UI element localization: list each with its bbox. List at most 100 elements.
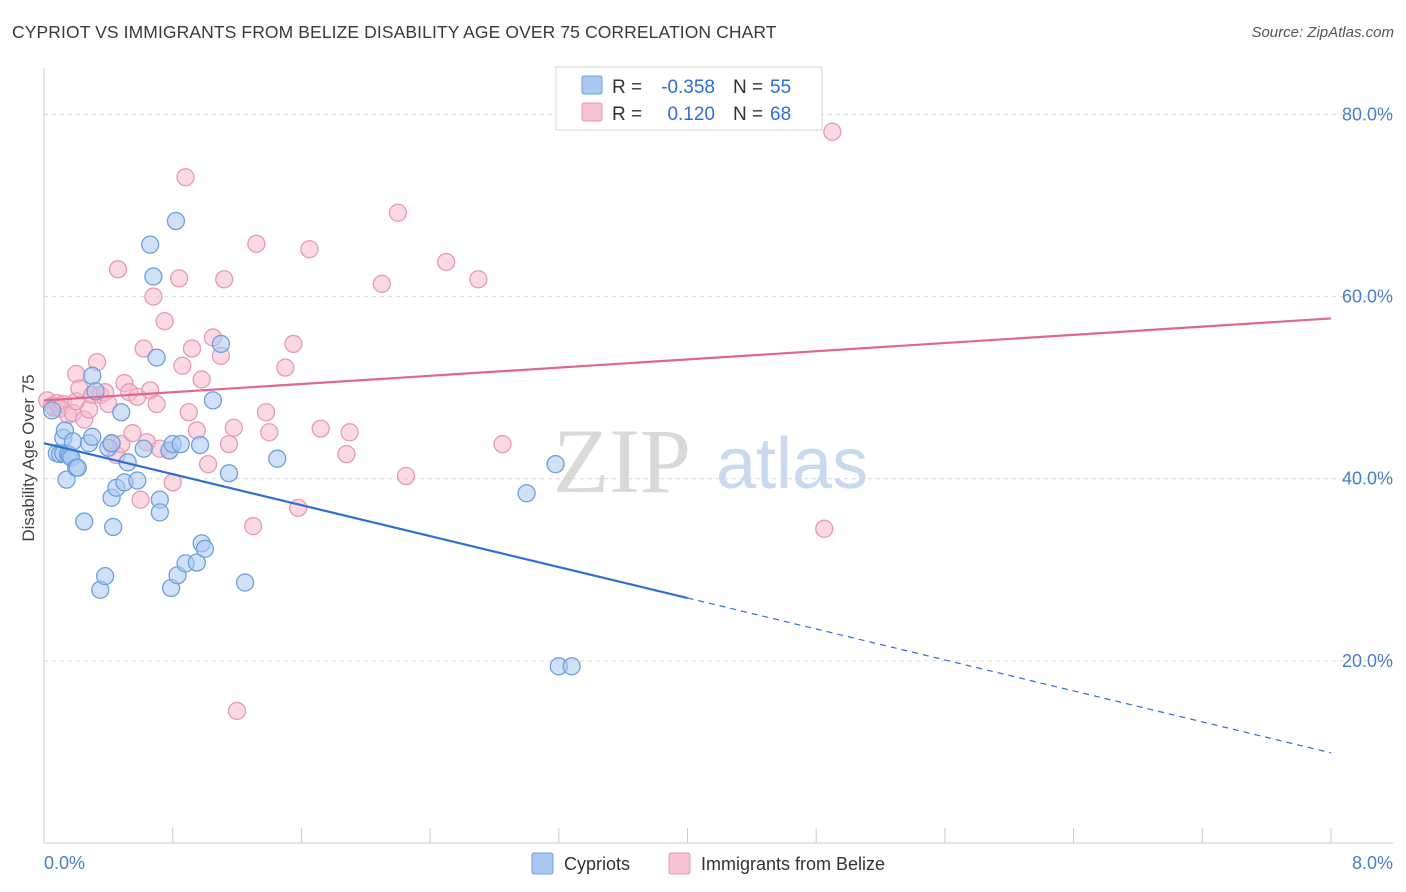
belize-point-43 (198, 454, 218, 474)
belize-point-65 (469, 270, 488, 289)
cypriots-point-33 (150, 503, 169, 522)
cypriots-point-37 (166, 211, 186, 231)
belize-point-53 (260, 423, 279, 442)
legend-r-value-1: -0.358 (661, 77, 715, 98)
bottom-legend-label-belize: Immigrants from Belize (701, 854, 885, 874)
belize-point-37 (173, 356, 192, 375)
cypriots-point-42 (190, 435, 210, 455)
cypriots-point-44 (195, 539, 215, 558)
legend-r-value-2: 0.120 (667, 104, 715, 125)
cypriots-point-24 (112, 403, 131, 422)
legend-swatch-cypriots (581, 75, 603, 95)
belize-point-62 (388, 203, 408, 222)
cypriots-trend-line (43, 442, 688, 600)
belize-point-60 (340, 423, 359, 442)
cypriots-point-46 (211, 334, 231, 354)
chart-title: CYPRIOT VS IMMIGRANTS FROM BELIZE DISABI… (12, 22, 777, 42)
x-tick-label-1: 8.0% (1352, 853, 1393, 873)
belize-point-50 (247, 234, 266, 253)
belize-point-24 (123, 424, 142, 443)
bottom-legend-swatch-cypriots (531, 852, 554, 875)
legend-n-label-2: N = (733, 104, 763, 125)
belize-point-39 (179, 403, 198, 422)
cypriots-point-27 (128, 471, 147, 490)
belize-point-27 (134, 339, 153, 358)
y-tick-label-2: 60.0% (1342, 287, 1393, 307)
cypriots-point-0 (42, 401, 62, 420)
y-tick-label-1: 40.0% (1342, 469, 1393, 489)
bottom-legend-label-cypriots: Cypriots (564, 854, 630, 874)
legend-n-label-1: N = (733, 77, 763, 98)
cypriots-point-30 (144, 267, 163, 286)
legend-swatch-belize (581, 102, 603, 122)
belize-point-33 (155, 312, 174, 331)
cypriots-point-41 (187, 553, 206, 572)
cypriots-point-16 (83, 366, 102, 385)
y-axis-label: Disability Age Over 75 (19, 374, 38, 541)
cypriots-point-22 (104, 517, 123, 537)
cypriots-point-15 (83, 427, 102, 446)
cypriots-point-28 (134, 439, 153, 458)
cypriots-point-53 (562, 657, 581, 676)
y-tick-label-0: 20.0% (1342, 651, 1393, 671)
cypriots-point-19 (95, 567, 115, 586)
legend-n-value-1: 55 (770, 77, 791, 98)
belize-point-26 (131, 490, 150, 509)
belize-point-52 (256, 403, 276, 422)
cypriots-point-50 (517, 484, 536, 503)
legend-r-label-1: R = (612, 77, 642, 98)
belize-point-36 (169, 269, 189, 288)
watermark-atlas: atlas (716, 424, 868, 504)
bottom-legend-swatch-belize (668, 852, 691, 875)
belize-point-30 (144, 287, 163, 306)
belize-point-66 (493, 434, 512, 454)
cypriots-point-31 (147, 348, 166, 367)
cypriots-point-10 (63, 432, 83, 451)
belize-point-63 (396, 466, 416, 486)
legend: R = -0.358 N = 55 R = 0.120 N = 68 (555, 66, 823, 131)
cypriots-point-29 (141, 235, 160, 254)
belize-point-48 (224, 418, 243, 437)
cypriots-point-49 (268, 449, 287, 468)
cypriots-point-47 (219, 464, 239, 483)
belize-point-58 (311, 419, 330, 438)
x-tick-label-0: 0.0% (44, 853, 85, 873)
belize-point-49 (227, 701, 247, 721)
watermark-zip: ZIP (553, 410, 691, 512)
belize-point-61 (372, 274, 391, 293)
cypriots-point-51 (546, 454, 565, 474)
belize-point-67 (815, 519, 834, 538)
belize-point-20 (108, 260, 128, 279)
cypriots-point-48 (235, 573, 255, 592)
legend-n-value-2: 68 (770, 104, 791, 125)
cypriots-point-39 (171, 434, 190, 454)
cypriots-point-6 (57, 470, 76, 489)
cypriots-point-45 (203, 391, 223, 410)
belize-point-55 (284, 334, 303, 354)
cypriots-point-54 (102, 434, 121, 453)
cypriots-point-17 (86, 382, 105, 401)
belize-point-64 (437, 252, 456, 272)
legend-r-label-2: R = (612, 104, 642, 125)
cypriots-point-13 (75, 512, 94, 531)
belize-point-40 (182, 339, 202, 358)
belize-point-42 (192, 370, 211, 389)
y-tick-label-3: 80.0% (1342, 104, 1393, 124)
axes (43, 68, 1393, 844)
x-tick-labels: 0.0% 8.0% (44, 853, 1393, 873)
cypriots-trend-line-projection (687, 597, 1332, 754)
cypriots-point-12 (68, 458, 87, 477)
belize-point-47 (219, 434, 239, 454)
belize-point-59 (337, 444, 356, 464)
belize-point-46 (215, 270, 234, 289)
data-points (38, 122, 842, 721)
source-label: Source: ZipAtlas.com (1251, 24, 1394, 41)
belize-point-57 (300, 240, 319, 259)
belize-point-extra-0 (823, 122, 842, 141)
belize-point-38 (176, 168, 195, 187)
watermark: ZIP atlas (553, 410, 868, 512)
belize-point-31 (147, 394, 166, 414)
bottom-legend: Cypriots Immigrants from Belize (531, 852, 885, 875)
belize-point-54 (276, 358, 295, 377)
